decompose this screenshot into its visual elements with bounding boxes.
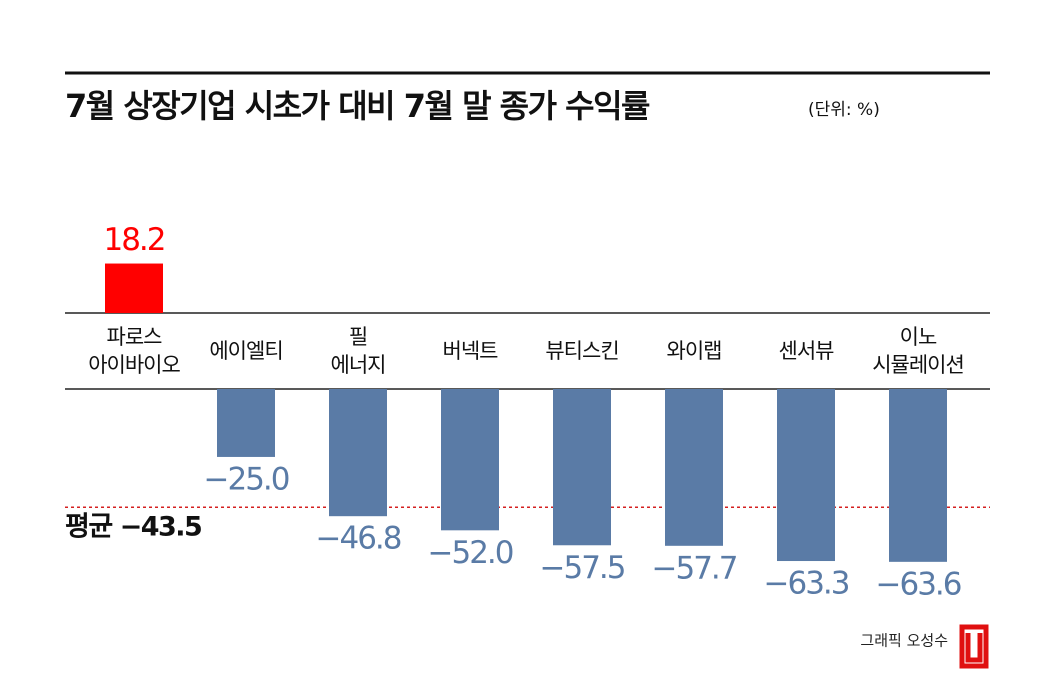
logo	[959, 624, 989, 669]
value-label: 18.2	[103, 222, 164, 258]
bar	[441, 389, 499, 531]
category-label: 필 에너지	[330, 325, 387, 377]
value-label: −46.8	[316, 521, 401, 557]
category-label: 버넥트	[442, 339, 499, 363]
chart-subtitle: (단위: %)	[808, 100, 880, 120]
bar	[777, 389, 835, 562]
category-label: 와이랩	[666, 339, 723, 363]
category-label: 파로스 아이바이오	[88, 325, 181, 377]
bar	[665, 389, 723, 546]
value-label: −57.7	[652, 550, 737, 586]
value-label: −25.0	[204, 461, 289, 497]
value-label: −63.3	[764, 566, 849, 602]
chart-title: 7월 상장기업 시초가 대비 7월 말 종가 수익률	[65, 87, 650, 125]
category-label: 에이엘티	[209, 339, 283, 363]
average-label: 평균 −43.5	[65, 512, 201, 543]
bar	[217, 389, 275, 457]
bar	[329, 389, 387, 517]
value-label: −63.6	[876, 566, 961, 602]
value-label: −57.5	[540, 550, 625, 586]
bar	[105, 263, 163, 313]
value-label: −52.0	[428, 535, 513, 571]
category-label: 이노 시뮬레이션	[872, 325, 965, 377]
bar	[889, 389, 947, 562]
credit: 그래픽 오성수	[860, 632, 948, 650]
category-label: 뷰티스킨	[545, 339, 619, 363]
bar	[553, 389, 611, 546]
category-label: 센서뷰	[778, 339, 835, 363]
